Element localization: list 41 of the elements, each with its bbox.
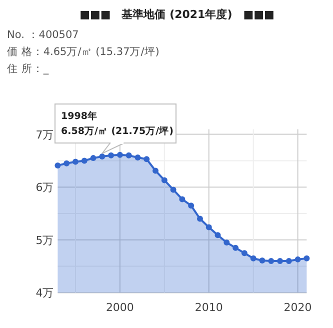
x-tick-label: 2000 — [106, 301, 134, 314]
point — [196, 216, 203, 222]
point — [294, 256, 301, 262]
point — [72, 158, 78, 165]
point — [206, 224, 212, 230]
text: 価 格：4.65万/㎡ (15.37万/坪) — [7, 46, 160, 58]
point — [152, 168, 159, 174]
point — [188, 202, 194, 209]
point — [224, 240, 230, 246]
y-tick-label: 5万 — [36, 234, 54, 247]
point — [179, 196, 186, 202]
point — [259, 257, 266, 264]
y-tick-label: 7万 — [36, 128, 54, 142]
chart-title: ■■■ 基準地価 (2021年度) ■■■ — [80, 8, 274, 21]
point — [232, 244, 239, 251]
point — [268, 258, 274, 264]
x-tick-label: 2020 — [284, 301, 312, 314]
point — [286, 258, 292, 264]
point — [144, 156, 150, 162]
point — [99, 153, 106, 160]
point — [214, 232, 221, 238]
x-tick-label: 2010 — [194, 301, 223, 314]
point — [277, 258, 284, 264]
point — [54, 162, 61, 168]
point — [116, 152, 123, 158]
point — [250, 255, 256, 262]
point — [64, 160, 70, 166]
point — [81, 158, 88, 164]
point — [161, 177, 168, 184]
y-tick-label: 4万 — [36, 286, 54, 300]
y-tick-label: 6万 — [36, 181, 54, 194]
point — [241, 250, 248, 256]
point — [170, 186, 176, 193]
text: No. ：400507 — [7, 29, 79, 41]
annotation: 1998年 6.58万/㎡ (21.75万/坪) — [61, 110, 174, 137]
text: 住 所：_ — [7, 62, 50, 75]
point — [126, 152, 132, 158]
point — [108, 152, 114, 158]
point — [134, 154, 141, 161]
point — [304, 255, 310, 262]
point — [90, 155, 96, 162]
